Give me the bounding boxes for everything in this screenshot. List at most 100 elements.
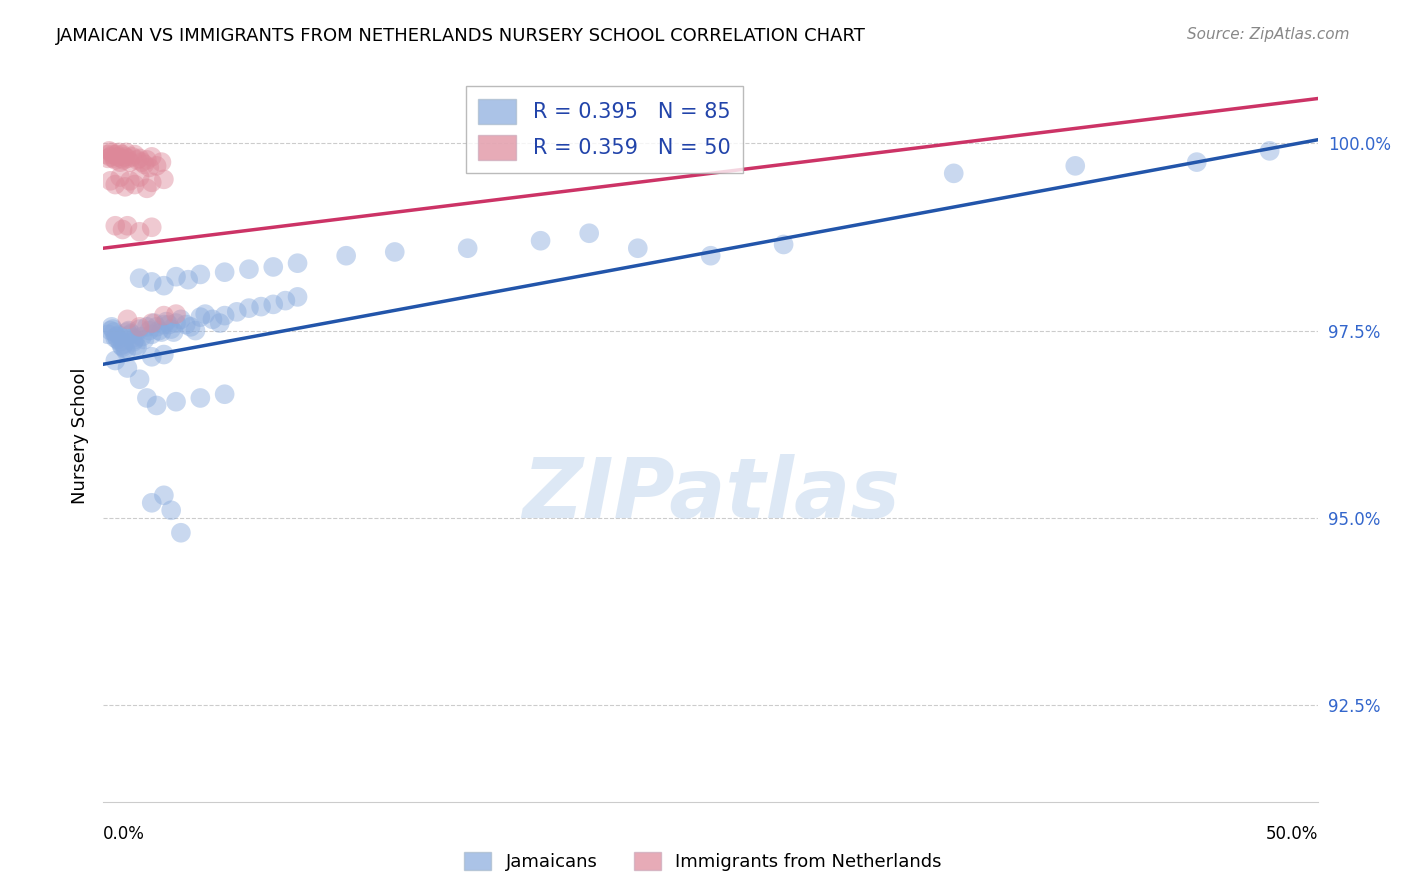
Point (274, 293, 297, 308)
Point (98, 144, 121, 158)
Point (170, 525, 193, 540)
Point (153, 309, 176, 323)
Point (97, 152, 120, 166)
Point (157, 318, 180, 332)
Point (124, 178, 146, 192)
Point (148, 324, 170, 338)
Point (188, 391, 211, 405)
Point (457, 241, 479, 255)
Point (165, 316, 187, 330)
Point (201, 312, 224, 326)
Point (100, 150, 122, 164)
Point (118, 328, 141, 343)
Y-axis label: Nursery School: Nursery School (72, 368, 89, 504)
Point (150, 325, 173, 339)
Point (128, 225, 150, 239)
Point (108, 170, 131, 185)
Point (111, 147, 134, 161)
Point (135, 319, 157, 334)
Text: JAMAICAN VS IMMIGRANTS FROM NETHERLANDS NURSERY SCHOOL CORRELATION CHART: JAMAICAN VS IMMIGRANTS FROM NETHERLANDS … (56, 27, 866, 45)
Point (115, 344, 138, 359)
Point (96, 147, 118, 161)
Point (121, 150, 143, 164)
Point (188, 310, 211, 324)
Point (121, 331, 143, 345)
Point (287, 290, 309, 304)
Point (128, 152, 150, 166)
Point (118, 155, 141, 169)
Point (214, 309, 236, 323)
Point (108, 155, 131, 169)
Point (104, 153, 127, 167)
Point (214, 265, 236, 279)
Point (153, 347, 176, 361)
Point (114, 179, 136, 194)
Point (128, 372, 150, 386)
Point (103, 325, 125, 339)
Point (529, 234, 551, 248)
Point (101, 147, 124, 161)
Point (115, 145, 138, 160)
Point (118, 174, 141, 188)
Point (942, 166, 965, 180)
Point (1185, 155, 1208, 169)
Point (150, 155, 173, 169)
Point (112, 337, 135, 351)
Point (143, 316, 166, 330)
Point (105, 147, 128, 161)
Point (111, 222, 134, 236)
Point (128, 271, 150, 285)
Point (127, 153, 149, 167)
Point (117, 312, 139, 326)
Point (124, 333, 146, 347)
Point (124, 147, 146, 161)
Point (145, 399, 167, 413)
Point (335, 249, 357, 263)
Point (699, 249, 721, 263)
Point (134, 157, 156, 171)
Point (135, 181, 157, 195)
Point (135, 153, 157, 167)
Point (141, 150, 163, 164)
Point (153, 318, 176, 332)
Point (100, 174, 122, 188)
Point (141, 327, 163, 342)
Point (117, 219, 139, 233)
Point (180, 319, 202, 334)
Point (287, 256, 309, 270)
Point (153, 488, 176, 502)
Point (120, 326, 142, 341)
Point (1064, 159, 1087, 173)
Text: 50.0%: 50.0% (1265, 825, 1319, 843)
Point (128, 322, 150, 336)
Point (117, 325, 139, 339)
Point (131, 155, 153, 169)
Point (194, 307, 217, 321)
Legend: Jamaicans, Immigrants from Netherlands: Jamaicans, Immigrants from Netherlands (457, 845, 949, 879)
Point (110, 338, 132, 352)
Point (101, 322, 124, 336)
Point (174, 318, 197, 332)
Text: Source: ZipAtlas.com: Source: ZipAtlas.com (1187, 27, 1350, 42)
Point (141, 350, 163, 364)
Point (103, 152, 125, 166)
Point (153, 172, 176, 186)
Point (162, 325, 184, 339)
Point (125, 338, 148, 352)
Point (135, 391, 157, 405)
Point (165, 269, 187, 284)
Point (131, 329, 153, 343)
Point (145, 159, 167, 173)
Point (104, 219, 127, 233)
Point (165, 394, 187, 409)
Point (117, 361, 139, 376)
Point (134, 333, 156, 347)
Point (177, 273, 200, 287)
Point (100, 145, 122, 160)
Legend: R = 0.395   N = 85, R = 0.359   N = 50: R = 0.395 N = 85, R = 0.359 N = 50 (465, 87, 742, 172)
Point (141, 220, 163, 235)
Point (225, 305, 247, 319)
Point (384, 244, 406, 259)
Point (104, 353, 127, 368)
Point (127, 340, 149, 354)
